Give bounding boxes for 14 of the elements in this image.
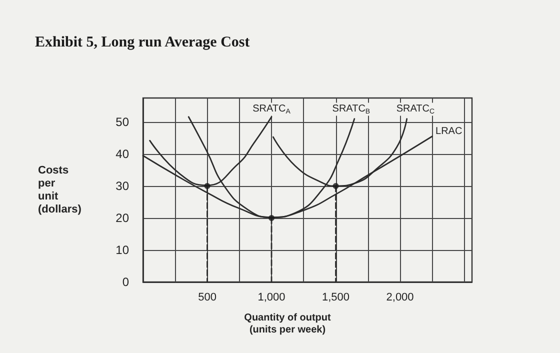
x-tick-label: 500 [198,292,216,304]
x-tick-label: 2,000 [386,292,414,304]
x-tick-label: 1,500 [322,292,350,304]
y-tick-label: 40 [116,147,130,161]
y-tick-label: 10 [116,243,130,257]
y-axis-title: Costs per unit (dollars) [38,164,82,216]
y-tick-label: 20 [116,211,130,225]
x-tick-label: 1,000 [258,292,286,304]
chart-title: Exhibit 5, Long run Average Cost [35,34,250,50]
y-tick-label: 50 [116,115,130,129]
y-tick-label: 0 [122,275,130,289]
annotation: LRAC [436,126,462,138]
y-tick-label: 30 [116,179,130,193]
x-axis-title: Quantity of output (units per week) [244,312,332,336]
